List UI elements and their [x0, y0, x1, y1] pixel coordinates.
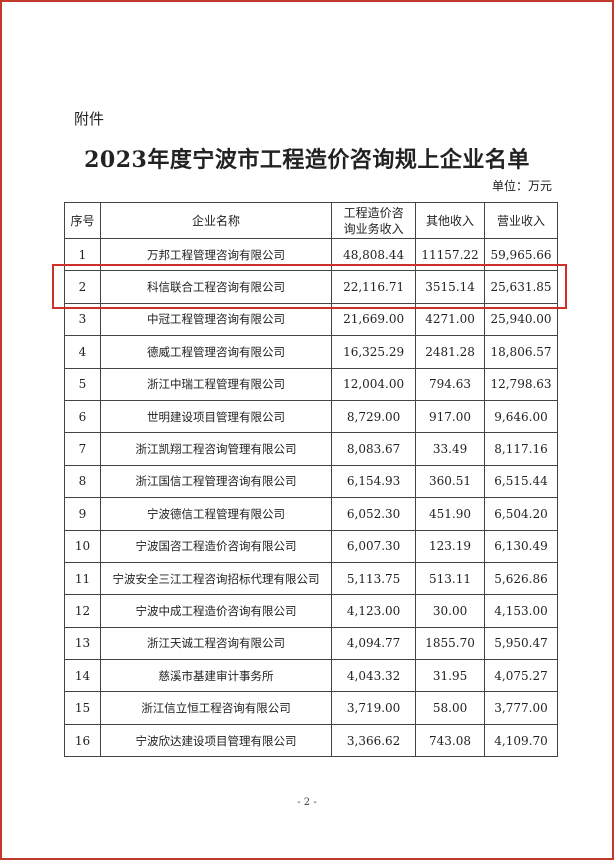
- cell-consult-income: 3,719.00: [331, 691, 417, 725]
- cell-revenue: 4,153.00: [484, 594, 558, 628]
- table-row: 16 宁波欣达建设项目管理有限公司 3,366.62 743.08 4,109.70: [64, 723, 558, 758]
- table-row: 13 浙江天诚工程咨询有限公司 4,094.77 1855.70 5,950.47: [64, 626, 558, 661]
- table-row: 10 宁波国咨工程造价咨询有限公司 6,007.30 123.19 6,130.49: [64, 529, 558, 563]
- cell-consult-income: 8,729.00: [331, 399, 417, 434]
- cell-seq: 5: [64, 367, 101, 401]
- cell-seq: 11: [64, 561, 101, 596]
- cell-other-income: 123.19: [415, 529, 486, 563]
- cell-other-income: 58.00: [415, 691, 486, 725]
- cell-consult-income: 8,083.67: [331, 432, 417, 466]
- table-row: 12 宁波中成工程造价咨询有限公司 4,123.00 30.00 4,153.00: [64, 594, 558, 628]
- table-row: 5 浙江中瑞工程管理有限公司 12,004.00 794.63 12,798.63: [64, 367, 558, 401]
- cell-consult-income: 22,116.71: [331, 270, 417, 304]
- cell-seq: 15: [64, 691, 101, 725]
- cell-company-name: 德威工程管理咨询有限公司: [99, 335, 333, 369]
- table-row: 14 慈溪市基建审计事务所 4,043.32 31.95 4,075.27: [64, 659, 558, 693]
- cell-seq: 2: [64, 270, 101, 304]
- table-row: 8 浙江国信工程管理咨询有限公司 6,154.93 360.51 6,515.44: [64, 464, 558, 499]
- cell-company-name: 浙江中瑞工程管理有限公司: [99, 367, 333, 401]
- cell-consult-income: 4,094.77: [331, 626, 417, 661]
- cell-seq: 6: [64, 399, 101, 434]
- cell-other-income: 743.08: [415, 723, 486, 758]
- cell-company-name: 宁波中成工程造价咨询有限公司: [99, 594, 333, 628]
- cell-seq: 10: [64, 529, 101, 563]
- cell-other-income: 794.63: [415, 367, 486, 401]
- cell-seq: 9: [64, 497, 101, 531]
- cell-seq: 16: [64, 723, 101, 758]
- cell-revenue: 5,950.47: [484, 626, 558, 661]
- cell-company-name: 慈溪市基建审计事务所: [99, 659, 333, 693]
- page-number: - 2 -: [297, 797, 317, 808]
- attachment-label: 附件: [74, 110, 105, 128]
- table-row: 15 浙江信立恒工程咨询有限公司 3,719.00 58.00 3,777.00: [64, 691, 558, 725]
- cell-consult-income: 6,007.30: [331, 529, 417, 563]
- cell-consult-income: 5,113.75: [331, 561, 417, 596]
- header-consult-income: 工程造价咨询业务收入: [331, 202, 417, 239]
- cell-other-income: 451.90: [415, 497, 486, 531]
- cell-seq: 4: [64, 335, 101, 369]
- header-seq: 序号: [64, 202, 101, 239]
- cell-other-income: 3515.14: [415, 270, 486, 304]
- cell-revenue: 18,806.57: [484, 335, 558, 369]
- cell-company-name: 浙江国信工程管理咨询有限公司: [99, 464, 333, 499]
- table-row: 6 世明建设项目管理有限公司 8,729.00 917.00 9,646.00: [64, 399, 558, 434]
- cell-other-income: 917.00: [415, 399, 486, 434]
- cell-seq: 8: [64, 464, 101, 499]
- cell-revenue: 6,515.44: [484, 464, 558, 499]
- header-revenue: 营业收入: [484, 202, 558, 239]
- cell-revenue: 6,130.49: [484, 529, 558, 563]
- table-row: 11 宁波安全三江工程咨询招标代理有限公司 5,113.75 513.11 5,626.…: [64, 561, 558, 596]
- table-row: 7 浙江凯翔工程咨询管理有限公司 8,083.67 33.49 8,117.16: [64, 432, 558, 466]
- cell-company-name: 世明建设项目管理有限公司: [99, 399, 333, 434]
- cell-other-income: 31.95: [415, 659, 486, 693]
- cell-other-income: 1855.70: [415, 626, 486, 661]
- cell-revenue: 12,798.63: [484, 367, 558, 401]
- cell-company-name: 宁波安全三江工程咨询招标代理有限公司: [99, 561, 333, 596]
- unit-label: 单位：万元: [491, 179, 552, 193]
- table-header-row: 序号 企业名称 工程造价咨询业务收入 其他收入 营业收入: [64, 202, 558, 239]
- cell-consult-income: 4,123.00: [331, 594, 417, 628]
- cell-other-income: 30.00: [415, 594, 486, 628]
- cell-consult-income: 12,004.00: [331, 367, 417, 401]
- cell-consult-income: 16,325.29: [331, 335, 417, 369]
- cell-company-name: 宁波欣达建设项目管理有限公司: [99, 723, 333, 758]
- header-other-income: 其他收入: [415, 202, 486, 239]
- cell-consult-income: 4,043.32: [331, 659, 417, 693]
- cell-company-name: 科信联合工程咨询有限公司: [99, 270, 333, 304]
- cell-company-name: 浙江天诚工程咨询有限公司: [99, 626, 333, 661]
- header-consult-income-text: 工程造价咨询业务收入: [343, 205, 404, 236]
- cell-company-name: 浙江信立恒工程咨询有限公司: [99, 691, 333, 725]
- cell-revenue: 3,777.00: [484, 691, 558, 725]
- cell-revenue: 6,504.20: [484, 497, 558, 531]
- cell-other-income: 360.51: [415, 464, 486, 499]
- table-row: 2 科信联合工程咨询有限公司 22,116.71 3515.14 25,631.85: [64, 270, 558, 304]
- cell-consult-income: 6,052.30: [331, 497, 417, 531]
- cell-other-income: 2481.28: [415, 335, 486, 369]
- cell-revenue: 4,109.70: [484, 723, 558, 758]
- cell-revenue: 8,117.16: [484, 432, 558, 466]
- cell-consult-income: 6,154.93: [331, 464, 417, 499]
- cell-consult-income: 3,366.62: [331, 723, 417, 758]
- cell-revenue: 5,626.86: [484, 561, 558, 596]
- cell-revenue: 9,646.00: [484, 399, 558, 434]
- cell-other-income: 513.11: [415, 561, 486, 596]
- header-name: 企业名称: [99, 202, 333, 239]
- cell-seq: 14: [64, 659, 101, 693]
- highlight-box: [52, 264, 567, 309]
- table-row: 9 宁波德信工程管理有限公司 6,052.30 451.90 6,504.20: [64, 497, 558, 531]
- cell-company-name: 宁波德信工程管理有限公司: [99, 497, 333, 531]
- cell-other-income: 33.49: [415, 432, 486, 466]
- cell-revenue: 25,631.85: [484, 270, 558, 304]
- cell-seq: 13: [64, 626, 101, 661]
- cell-company-name: 浙江凯翔工程咨询管理有限公司: [99, 432, 333, 466]
- cell-seq: 12: [64, 594, 101, 628]
- company-table: 序号 企业名称 工程造价咨询业务收入 其他收入 营业收入 1 万邦工程管理咨询有限…: [64, 202, 558, 758]
- cell-revenue: 4,075.27: [484, 659, 558, 693]
- cell-seq: 7: [64, 432, 101, 466]
- document-title: 2023年度宁波市工程造价咨询规上企业名单: [84, 147, 530, 173]
- cell-company-name: 宁波国咨工程造价咨询有限公司: [99, 529, 333, 563]
- table-row: 4 德威工程管理咨询有限公司 16,325.29 2481.28 18,806.57: [64, 335, 558, 369]
